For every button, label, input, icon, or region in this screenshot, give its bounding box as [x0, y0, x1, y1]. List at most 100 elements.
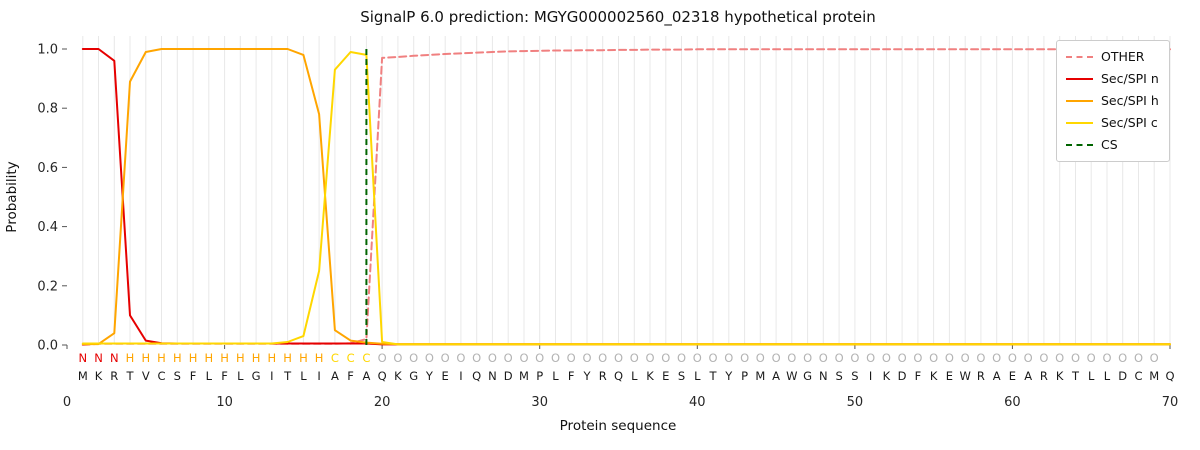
svg-text:O: O [1150, 351, 1159, 365]
svg-text:O: O [504, 351, 513, 365]
y-tick-label: 0.0 [37, 339, 58, 354]
svg-text:O: O [819, 351, 828, 365]
svg-text:O: O [835, 351, 844, 365]
legend-label: Sec/SPI h [1101, 92, 1159, 108]
svg-text:Y: Y [724, 369, 733, 383]
svg-text:O: O [740, 351, 749, 365]
legend-label: OTHER [1101, 48, 1145, 64]
svg-text:O: O [992, 351, 1001, 365]
legend-item-sec-spi-h: Sec/SPI h [1066, 90, 1159, 112]
svg-text:S: S [835, 369, 842, 383]
svg-text:N: N [78, 351, 87, 365]
svg-text:H: H [141, 351, 150, 365]
svg-text:O: O [614, 351, 623, 365]
legend-label: CS [1101, 136, 1118, 152]
svg-text:T: T [708, 369, 717, 383]
svg-text:C: C [362, 351, 370, 365]
series-line-sec-spi-c [81, 51, 1171, 346]
svg-text:H: H [189, 351, 198, 365]
svg-text:G: G [252, 369, 261, 383]
svg-text:O: O [708, 351, 717, 365]
svg-text:A: A [993, 369, 1001, 383]
svg-text:E: E [662, 369, 669, 383]
svg-text:F: F [568, 369, 575, 383]
svg-text:S: S [851, 369, 858, 383]
chart-title: SignalP 6.0 prediction: MGYG000002560_02… [360, 8, 876, 27]
svg-text:G: G [803, 369, 812, 383]
svg-text:H: H [204, 351, 213, 365]
svg-text:R: R [977, 369, 985, 383]
legend-line-sample-icon [1066, 100, 1093, 102]
svg-text:O: O [1134, 351, 1143, 365]
svg-text:O: O [661, 351, 670, 365]
gridlines [82, 36, 1171, 345]
y-axis-ticks: 0.0 0.2 0.4 0.6 0.8 1.0 [37, 43, 67, 354]
svg-text:M: M [78, 369, 88, 383]
svg-text:W: W [786, 369, 797, 383]
svg-text:O: O [693, 351, 702, 365]
svg-text:N: N [94, 351, 103, 365]
legend-line-sample-icon [1066, 56, 1093, 58]
svg-text:L: L [1104, 369, 1111, 383]
svg-text:R: R [1040, 369, 1048, 383]
svg-text:H: H [283, 351, 292, 365]
svg-text:H: H [173, 351, 182, 365]
legend: OTHER Sec/SPI n Sec/SPI h Sec/SPI c CS [1056, 40, 1170, 162]
svg-text:O: O [1039, 351, 1048, 365]
svg-text:O: O [945, 351, 954, 365]
svg-text:Q: Q [378, 369, 387, 383]
legend-line-sample-icon [1066, 144, 1093, 146]
svg-text:O: O [898, 351, 907, 365]
x-tick-label: 40 [689, 395, 706, 410]
svg-text:L: L [1088, 369, 1095, 383]
svg-text:O: O [582, 351, 591, 365]
x-tick-label: 20 [374, 395, 391, 410]
svg-text:W: W [960, 369, 971, 383]
svg-text:C: C [331, 351, 339, 365]
svg-text:K: K [394, 369, 402, 383]
legend-item-other: OTHER [1066, 46, 1159, 68]
svg-text:L: L [694, 369, 701, 383]
svg-text:C: C [157, 369, 165, 383]
svg-text:F: F [347, 369, 354, 383]
svg-text:C: C [1134, 369, 1142, 383]
svg-text:O: O [976, 351, 985, 365]
svg-text:O: O [393, 351, 402, 365]
svg-text:D: D [504, 369, 513, 383]
legend-line-sample-icon [1066, 78, 1093, 80]
series-line-other [81, 48, 1171, 346]
x-tick-label: 0 [63, 395, 71, 410]
legend-line-sample-icon [1066, 122, 1093, 124]
svg-text:O: O [378, 351, 387, 365]
svg-text:O: O [1087, 351, 1096, 365]
svg-text:A: A [772, 369, 780, 383]
svg-text:A: A [331, 369, 339, 383]
svg-text:E: E [1009, 369, 1016, 383]
legend-label: Sec/SPI c [1101, 114, 1158, 130]
svg-text:H: H [315, 351, 324, 365]
svg-text:Y: Y [425, 369, 434, 383]
svg-text:Q: Q [472, 369, 481, 383]
svg-text:O: O [598, 351, 607, 365]
svg-text:Y: Y [582, 369, 591, 383]
svg-text:O: O [850, 351, 859, 365]
svg-text:O: O [929, 351, 938, 365]
svg-text:K: K [1056, 369, 1064, 383]
svg-text:E: E [442, 369, 449, 383]
legend-item-sec-spi-c: Sec/SPI c [1066, 112, 1159, 134]
y-tick-label: 0.8 [37, 102, 58, 117]
y-tick-label: 1.0 [37, 43, 58, 58]
svg-text:H: H [267, 351, 276, 365]
svg-text:O: O [1102, 351, 1111, 365]
legend-label: Sec/SPI n [1101, 70, 1159, 86]
svg-text:E: E [946, 369, 953, 383]
svg-text:T: T [125, 369, 134, 383]
svg-text:P: P [741, 369, 748, 383]
svg-text:K: K [930, 369, 938, 383]
svg-text:O: O [787, 351, 796, 365]
svg-text:T: T [283, 369, 292, 383]
svg-text:L: L [237, 369, 244, 383]
svg-text:I: I [270, 369, 273, 383]
svg-text:O: O [472, 351, 481, 365]
svg-text:O: O [409, 351, 418, 365]
